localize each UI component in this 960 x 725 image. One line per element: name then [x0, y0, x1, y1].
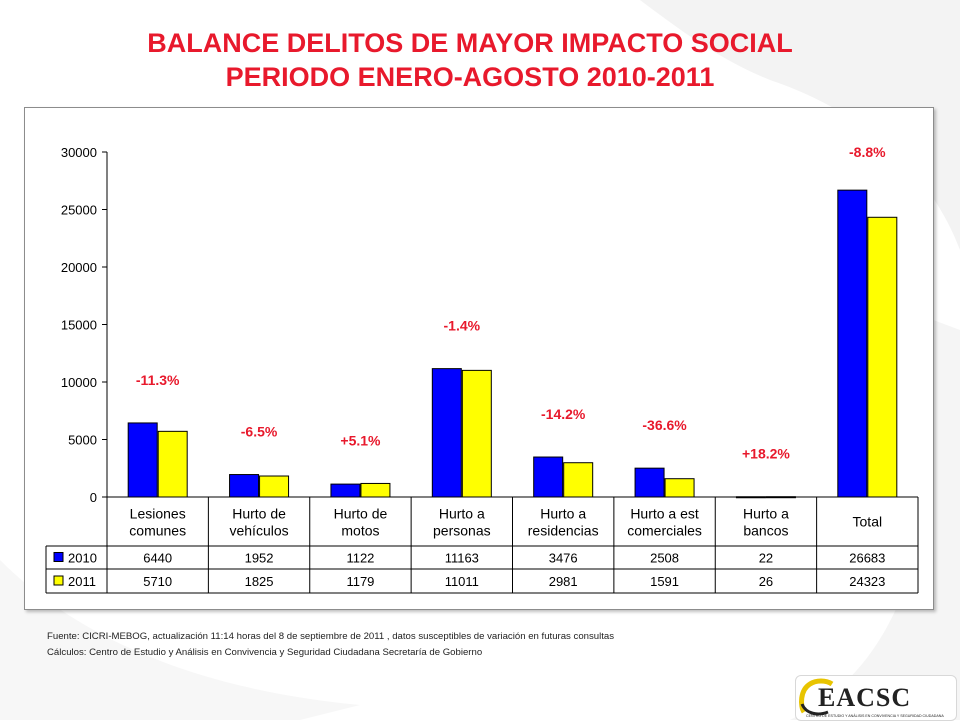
category-label: bancos: [743, 523, 788, 539]
category-label: comerciales: [627, 523, 702, 539]
change-label: -11.3%: [136, 372, 180, 388]
category-label: comunes: [129, 523, 186, 539]
change-label: -6.5%: [241, 424, 278, 440]
chart-frame: 0 5000 10000 15000 20000 25000 30000 -11.3% -6.5…: [24, 107, 934, 610]
bar-2011: [157, 430, 188, 498]
category-label: Hurto a: [439, 506, 485, 522]
legend-key-2010: [53, 552, 64, 562]
table-value-2010: 3476: [549, 551, 578, 566]
svg-text:EACSC: EACSC: [818, 683, 911, 712]
footer-source: Fuente: CICRI-MEBOG, actualización 11:14…: [47, 631, 615, 642]
table-value-2011: 5710: [143, 574, 172, 589]
category-label: personas: [433, 523, 491, 539]
table-value-2010: 11163: [445, 551, 479, 566]
y-tick-label: 20000: [61, 260, 97, 275]
bar-2011: [461, 369, 492, 498]
y-tick-label: 15000: [61, 318, 97, 333]
bar-2011: [259, 475, 290, 498]
y-tick-label: 0: [90, 490, 97, 505]
table-value-2011: 24323: [849, 574, 885, 589]
table-value-2011: 1179: [346, 574, 374, 589]
change-label: +18.2%: [742, 446, 790, 462]
category-label: motos: [341, 523, 379, 539]
category-label: Hurto a: [540, 506, 586, 522]
category-label: residencias: [528, 523, 599, 539]
table-value-2010: 6440: [143, 551, 172, 566]
ceacsc-logo: EACSC CENTRO DE ESTUDIO Y ANÁLISIS EN CO…: [795, 675, 957, 721]
table-value-2011: 2981: [549, 574, 578, 589]
category-label: Hurto de: [334, 506, 388, 522]
bar-2010: [837, 189, 868, 498]
table-value-2010: 1122: [346, 551, 374, 566]
category-label: Hurto a: [743, 506, 789, 522]
y-tick-label: 25000: [61, 203, 97, 218]
table-value-2010: 22: [759, 551, 773, 566]
table-value-2010: 26683: [849, 551, 885, 566]
category-label: Total: [853, 514, 883, 530]
bar-2011: [867, 216, 898, 498]
change-label: +5.1%: [340, 432, 381, 448]
category-label: vehículos: [229, 523, 288, 539]
bar-2010: [229, 474, 260, 498]
change-label: -36.6%: [642, 417, 687, 433]
change-label: -1.4%: [444, 318, 481, 334]
bar-2010: [634, 467, 665, 498]
bar-2010: [533, 456, 564, 498]
bar-2011: [360, 482, 391, 498]
table-value-2011: 11011: [445, 574, 479, 589]
svg-text:CENTRO DE ESTUDIO Y ANÁLISIS E: CENTRO DE ESTUDIO Y ANÁLISIS EN CONVIVEN…: [806, 714, 944, 718]
chart-title-line2: PERIODO ENERO-AGOSTO 2010-2011: [225, 62, 715, 92]
chart-title-line1: BALANCE DELITOS DE MAYOR IMPACTO SOCIAL: [147, 28, 793, 58]
bar-chart: 0 5000 10000 15000 20000 25000 30000 -11.3% -6.5…: [45, 144, 919, 594]
category-label: Hurto a est: [630, 506, 699, 522]
footer-calculations: Cálculos: Centro de Estudio y Análisis e…: [47, 647, 483, 658]
y-tick-label: 10000: [61, 375, 97, 390]
change-label: -14.2%: [541, 406, 586, 422]
table-value-2010: 1952: [245, 551, 274, 566]
bar-2010: [431, 368, 462, 498]
ceacsc-logo-graphic: EACSC CENTRO DE ESTUDIO Y ANÁLISIS EN CO…: [799, 678, 944, 718]
table-value-2010: 2508: [650, 551, 679, 566]
category-label: Lesiones: [130, 506, 186, 522]
table-value-2011: 1825: [245, 574, 274, 589]
bar-2010: [127, 422, 158, 498]
legend-label-2010: 2010: [68, 551, 97, 566]
legend-label-2011: 2011: [68, 574, 96, 589]
y-tick-label: 30000: [61, 145, 97, 160]
table-value-2011: 1591: [650, 574, 679, 589]
category-label: Hurto de: [232, 506, 286, 522]
bar-2011: [563, 462, 594, 498]
bar-2010: [330, 483, 361, 498]
y-tick-label: 5000: [68, 433, 97, 448]
bar-2011: [664, 478, 695, 498]
table-value-2011: 26: [759, 574, 773, 589]
change-label: -8.8%: [849, 144, 886, 160]
legend-key-2011: [53, 575, 64, 586]
